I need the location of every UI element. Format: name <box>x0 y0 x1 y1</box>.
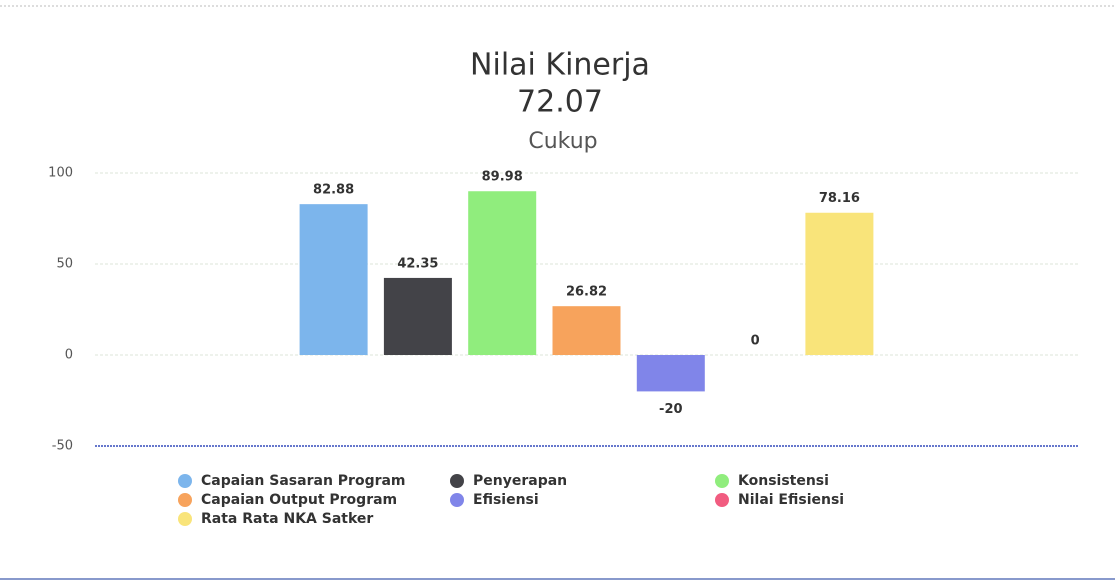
legend-label: Capaian Output Program <box>201 492 397 508</box>
legend-marker <box>715 474 729 488</box>
legend-marker <box>178 512 192 526</box>
bar <box>299 204 368 355</box>
bar <box>552 306 621 355</box>
value-label: 78.16 <box>819 191 860 206</box>
chart-caption: Cukup <box>528 129 597 154</box>
value-label: 26.82 <box>566 285 607 300</box>
legend-label: Konsistensi <box>738 473 829 489</box>
legend-marker <box>715 493 729 507</box>
y-tick-label: -50 <box>52 439 73 454</box>
bar <box>805 212 874 355</box>
y-tick-label: 100 <box>48 166 73 181</box>
bar <box>636 355 705 392</box>
value-label: 89.98 <box>482 170 523 185</box>
chart-subtitle: 72.07 <box>517 85 603 120</box>
legend-marker <box>178 474 192 488</box>
legend-label: Capaian Sasaran Program <box>201 473 406 489</box>
value-label: 0 <box>751 334 760 349</box>
legend-marker <box>450 474 464 488</box>
value-label: -20 <box>659 402 683 417</box>
legend-marker <box>450 493 464 507</box>
legend-label: Nilai Efisiensi <box>738 492 844 508</box>
legend-marker <box>178 493 192 507</box>
bar <box>383 277 452 355</box>
bar <box>468 191 537 355</box>
value-label: 42.35 <box>397 256 438 271</box>
legend-label: Rata Rata NKA Satker <box>201 511 373 527</box>
y-tick-label: 0 <box>65 348 73 363</box>
legend-label: Penyerapan <box>473 473 567 489</box>
legend-label: Efisiensi <box>473 492 539 508</box>
chart-title: Nilai Kinerja <box>470 48 650 83</box>
y-tick-label: 50 <box>56 257 73 272</box>
value-label: 82.88 <box>313 183 354 198</box>
